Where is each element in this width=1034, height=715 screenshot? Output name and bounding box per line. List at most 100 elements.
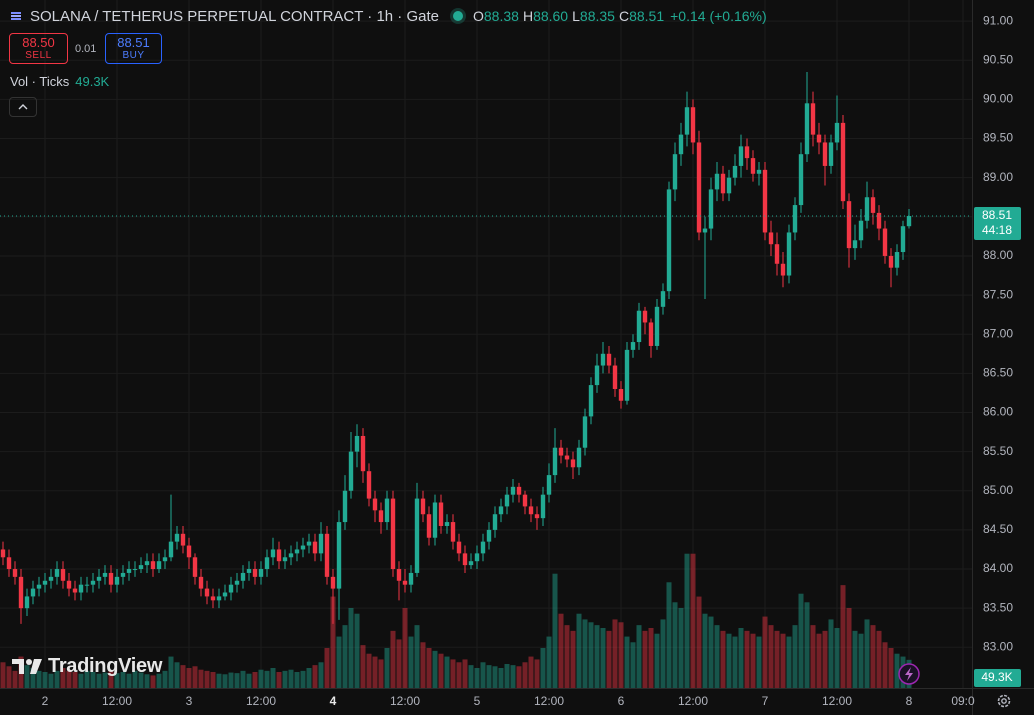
volume-bar <box>738 628 744 688</box>
candle-body <box>432 502 438 538</box>
y-tick-label: 84.00 <box>983 561 1013 575</box>
candle-body <box>486 529 492 542</box>
symbol-title[interactable]: SOLANA / TETHERUS PERPETUAL CONTRACT · 1… <box>30 7 439 25</box>
volume-bar <box>714 625 720 688</box>
y-tick-label: 89.50 <box>983 131 1013 145</box>
x-tick-label: 2 <box>42 694 49 708</box>
candle-body <box>408 572 414 585</box>
candle-body <box>72 588 78 593</box>
volume-bar <box>870 625 876 688</box>
candle-body <box>750 158 756 174</box>
candle-body <box>174 533 180 542</box>
candle-body <box>630 342 636 350</box>
candle-body <box>654 306 660 346</box>
volume-bar <box>510 665 516 688</box>
candle-body <box>444 522 450 526</box>
volume-bar <box>456 662 462 688</box>
volume-bar <box>192 666 198 688</box>
volume-bar <box>708 616 714 688</box>
volume-bar <box>348 608 354 688</box>
volume-bar <box>558 613 564 688</box>
volume-legend: Vol · Ticks 49.3K <box>10 74 109 89</box>
volume-bar <box>660 619 666 688</box>
candle-body <box>108 572 114 585</box>
x-tick-label: 12:00 <box>678 694 708 708</box>
volume-bar <box>882 642 888 688</box>
volume-bar <box>342 625 348 688</box>
volume-bar <box>642 630 648 688</box>
volume-bar <box>444 656 450 688</box>
candle-body <box>312 541 318 554</box>
lightning-button[interactable] <box>898 663 920 685</box>
candle-body <box>348 451 354 491</box>
candle-body <box>288 553 294 558</box>
y-tick-label: 91.00 <box>983 13 1013 27</box>
ohlc-value: 88.35 <box>579 8 615 24</box>
candle-body <box>24 596 30 609</box>
brand-name: TradingView <box>48 654 163 677</box>
y-tick-label: 88.00 <box>983 248 1013 262</box>
x-tick-label: 7 <box>762 694 769 708</box>
volume-bar <box>528 656 534 688</box>
volume-badge <box>974 669 1021 687</box>
candle-body <box>708 189 714 229</box>
x-tick-label: 12:00 <box>390 694 420 708</box>
candle-body <box>228 584 234 593</box>
candle-body <box>906 216 912 227</box>
indicator-name[interactable]: Vol · Ticks <box>10 74 70 89</box>
candle-body <box>684 107 690 135</box>
last-price-label: 88.51 <box>982 208 1012 222</box>
volume-bar <box>228 672 234 688</box>
volume-bar <box>42 672 48 688</box>
candle-body <box>636 310 642 343</box>
candle-body <box>90 580 96 585</box>
volume-bar <box>210 672 216 688</box>
candle-body <box>822 142 828 166</box>
buy-button[interactable]: 88.51 BUY <box>105 33 162 64</box>
volume-bar <box>90 672 96 688</box>
buy-price: 88.51 <box>117 34 150 50</box>
spread: 0.01 <box>75 43 97 55</box>
volume-bar <box>186 668 192 688</box>
volume-bar <box>852 630 858 688</box>
candle-body <box>768 232 774 245</box>
candle-body <box>696 142 702 233</box>
candle-body <box>720 173 726 194</box>
volume-bar <box>72 672 78 688</box>
volume-bar <box>696 596 702 688</box>
candle-body <box>48 576 54 581</box>
candle-body <box>342 490 348 523</box>
y-tick-label: 87.50 <box>983 287 1013 301</box>
volume-bar <box>222 674 228 688</box>
volume-bar <box>390 630 396 688</box>
candle-body <box>456 541 462 554</box>
volume-bar <box>402 608 408 688</box>
candle-body <box>738 146 744 166</box>
candle-body <box>756 169 762 174</box>
volume-bar <box>120 672 126 688</box>
x-tick-label: 5 <box>474 694 481 708</box>
candle-body <box>36 584 42 589</box>
candle-body <box>210 596 216 601</box>
volume-bar <box>12 670 18 688</box>
candle-body <box>570 459 576 468</box>
volume-bar <box>474 668 480 688</box>
volume-bar <box>756 636 762 688</box>
candle-body <box>276 549 282 562</box>
volume-bar <box>264 670 270 688</box>
volume-bar <box>246 673 252 688</box>
sell-price: 88.50 <box>22 34 55 50</box>
candle-body <box>858 220 864 241</box>
volume-bar <box>318 662 324 688</box>
candle-body <box>282 557 288 562</box>
settings-button[interactable] <box>997 694 1011 708</box>
volume-bar <box>96 673 102 688</box>
collapse-button[interactable] <box>9 97 37 117</box>
candle-body <box>420 498 426 515</box>
indicator-value: 49.3K <box>75 74 110 89</box>
volume-bar <box>330 596 336 688</box>
sell-button[interactable]: 88.50 SELL <box>9 33 68 64</box>
candle-body <box>702 228 708 233</box>
volume-bar <box>552 573 558 688</box>
volume-bar <box>450 659 456 688</box>
